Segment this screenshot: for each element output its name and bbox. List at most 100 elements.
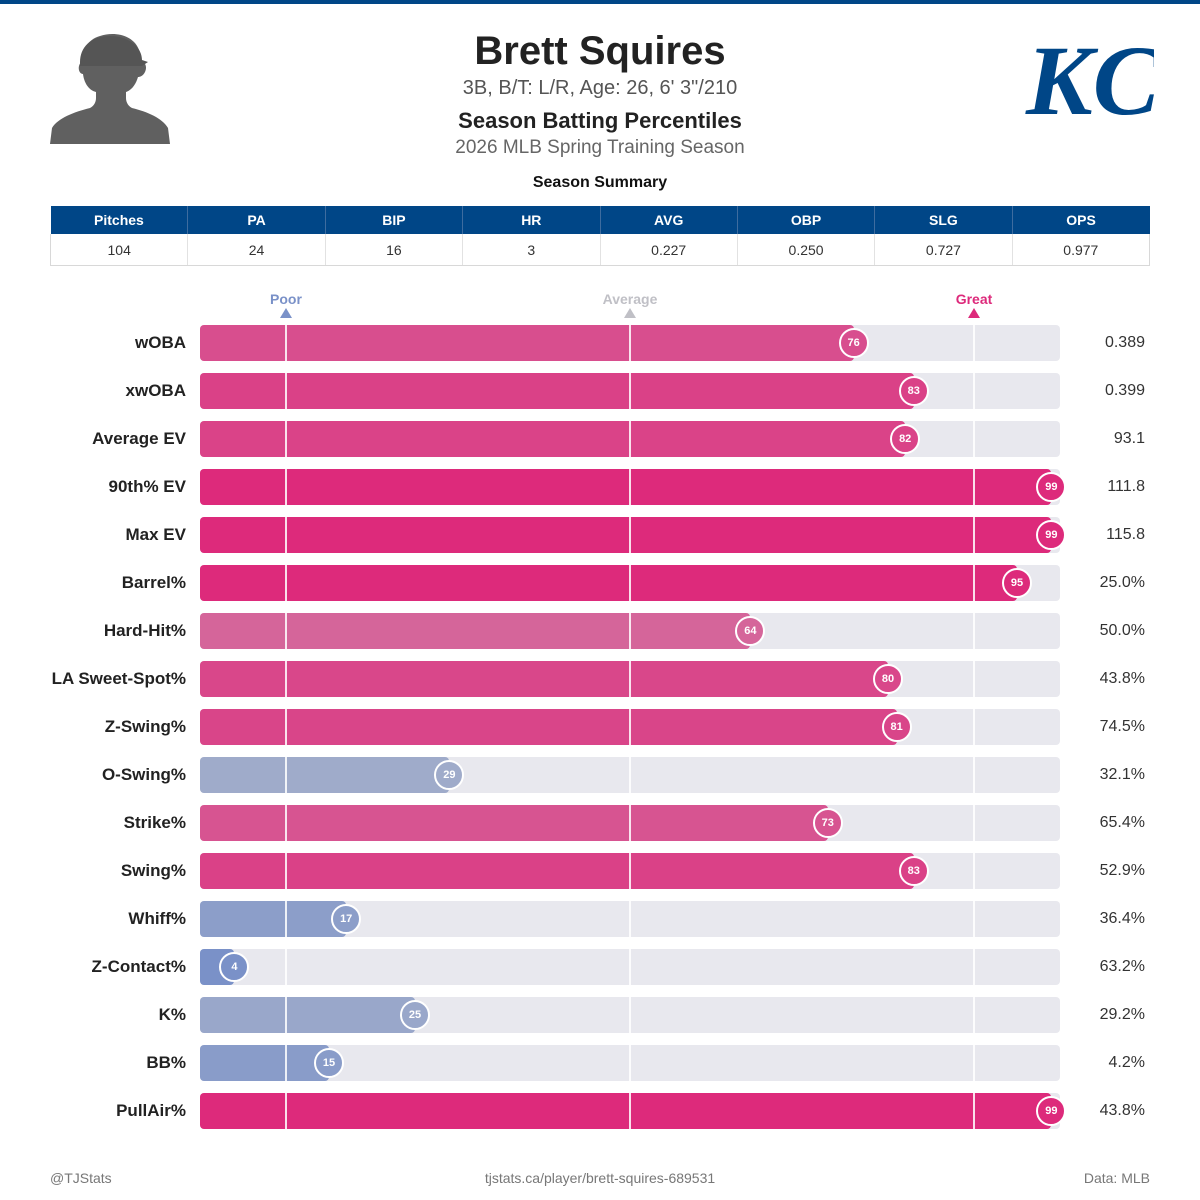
- bar-row: LA Sweet-Spot% 80 43.8%: [0, 661, 1200, 697]
- footer-source: Data: MLB: [1083, 1170, 1150, 1186]
- metric-value: 115.8: [1106, 526, 1145, 543]
- metric-label: K%: [158, 1005, 186, 1024]
- summary-value-cell: 104: [49, 234, 189, 266]
- reference-line: [629, 997, 631, 1033]
- metric-label: 90th% EV: [108, 477, 186, 496]
- metric-value: 32.1%: [1099, 766, 1145, 783]
- metric-label: BB%: [146, 1053, 186, 1072]
- percentile-badge: 99: [1036, 1096, 1067, 1126]
- bar-track: 25: [200, 997, 1060, 1033]
- average-marker-icon: [624, 308, 636, 318]
- metric-value: 111.8: [1107, 478, 1145, 495]
- bar-track: 64: [200, 613, 1060, 649]
- percentile-badge: 29: [434, 760, 465, 790]
- percentile-badge: 82: [890, 424, 921, 454]
- reference-line: [629, 661, 631, 697]
- reference-line: [285, 373, 287, 409]
- bar-track: 29: [200, 757, 1060, 793]
- metric-label: Z-Swing%: [104, 717, 186, 736]
- reference-line: [285, 709, 287, 745]
- bar-track: 80: [200, 661, 1060, 697]
- reference-line: [285, 325, 287, 361]
- percentile-badge: 81: [881, 712, 912, 742]
- metric-label: Barrel%: [121, 573, 186, 592]
- reference-line: [973, 421, 975, 457]
- reference-line: [285, 661, 287, 697]
- player-info: 3B, B/T: L/R, Age: 26, 6' 3"/210: [462, 77, 738, 99]
- reference-line: [285, 469, 287, 505]
- bar-row: PullAir% 99 43.8%: [0, 1093, 1200, 1129]
- percentile-badge: 73: [812, 808, 843, 838]
- reference-line: [973, 709, 975, 745]
- metric-value: 0.389: [1104, 334, 1145, 351]
- summary-header-cell: BIP: [325, 206, 464, 234]
- metric-value: 50.0%: [1099, 622, 1145, 639]
- scale-label-poor: Poor: [270, 291, 302, 307]
- summary-header-cell: Pitches: [50, 206, 189, 234]
- bar-row: 90th% EV 99 111.8: [0, 469, 1200, 505]
- bar-track: 73: [200, 805, 1060, 841]
- bar-row: Strike% 73 65.4%: [0, 805, 1200, 841]
- percentile-bar: [200, 517, 1052, 553]
- summary-value-cell: 3: [462, 234, 601, 266]
- metric-label: Swing%: [120, 861, 186, 880]
- metric-value: 74.5%: [1099, 718, 1145, 735]
- reference-line: [629, 1093, 631, 1129]
- reference-line: [285, 517, 287, 553]
- summary-header-cell: PA: [187, 206, 326, 234]
- reference-line: [285, 421, 287, 457]
- reference-line: [973, 901, 975, 937]
- metric-label: Average EV: [92, 429, 186, 448]
- reference-line: [973, 805, 975, 841]
- team-logo-text: KC: [1025, 25, 1154, 136]
- reference-line: [629, 901, 631, 937]
- reference-line: [973, 565, 975, 601]
- reference-line: [973, 997, 975, 1033]
- bar-track: 15: [200, 1045, 1060, 1081]
- percentile-badge: 17: [331, 904, 362, 934]
- scale-label-average: Average: [602, 291, 658, 307]
- team-logo: KC: [1025, 25, 1154, 136]
- summary-title: Season Summary: [532, 174, 668, 191]
- reference-line: [629, 613, 631, 649]
- metric-value: 63.2%: [1099, 958, 1145, 975]
- percentile-badge: 99: [1036, 520, 1067, 550]
- bar-track: 76: [200, 325, 1060, 361]
- metric-label: wOBA: [135, 333, 186, 352]
- reference-line: [973, 1093, 975, 1129]
- reference-line: [285, 901, 287, 937]
- bar-track: 95: [200, 565, 1060, 601]
- percentile-bar: [200, 853, 914, 889]
- reference-line: [973, 949, 975, 985]
- footer-handle: @TJStats: [50, 1170, 112, 1186]
- percentile-bar: [200, 469, 1052, 505]
- player-silhouette-icon: [50, 34, 170, 144]
- summary-value-cell: 0.227: [600, 234, 738, 266]
- summary-header-cell: HR: [462, 206, 601, 234]
- bar-row: Barrel% 95 25.0%: [0, 565, 1200, 601]
- bar-row: Whiff% 17 36.4%: [0, 901, 1200, 937]
- metric-label: Max EV: [125, 525, 186, 544]
- metric-value: 4.2%: [1108, 1054, 1145, 1071]
- bar-track: 83: [200, 853, 1060, 889]
- percentile-bar: [200, 709, 897, 745]
- reference-line: [285, 613, 287, 649]
- reference-line: [629, 709, 631, 745]
- summary-header-cell: OPS: [1012, 206, 1150, 234]
- metric-label: O-Swing%: [101, 765, 186, 784]
- bar-track: 82: [200, 421, 1060, 457]
- reference-line: [629, 949, 631, 985]
- reference-line: [629, 517, 631, 553]
- reference-line: [973, 373, 975, 409]
- reference-line: [629, 373, 631, 409]
- metric-value: 36.4%: [1099, 910, 1145, 927]
- percentile-badge: 99: [1036, 472, 1067, 502]
- bar-row: Hard-Hit% 64 50.0%: [0, 613, 1200, 649]
- reference-line: [973, 613, 975, 649]
- percentile-bar: [200, 565, 1017, 601]
- reference-line: [629, 1045, 631, 1081]
- metric-label: LA Sweet-Spot%: [51, 669, 186, 688]
- percentile-bar: [200, 373, 914, 409]
- percentile-bar: [200, 997, 415, 1033]
- season-label: 2026 MLB Spring Training Season: [455, 137, 745, 158]
